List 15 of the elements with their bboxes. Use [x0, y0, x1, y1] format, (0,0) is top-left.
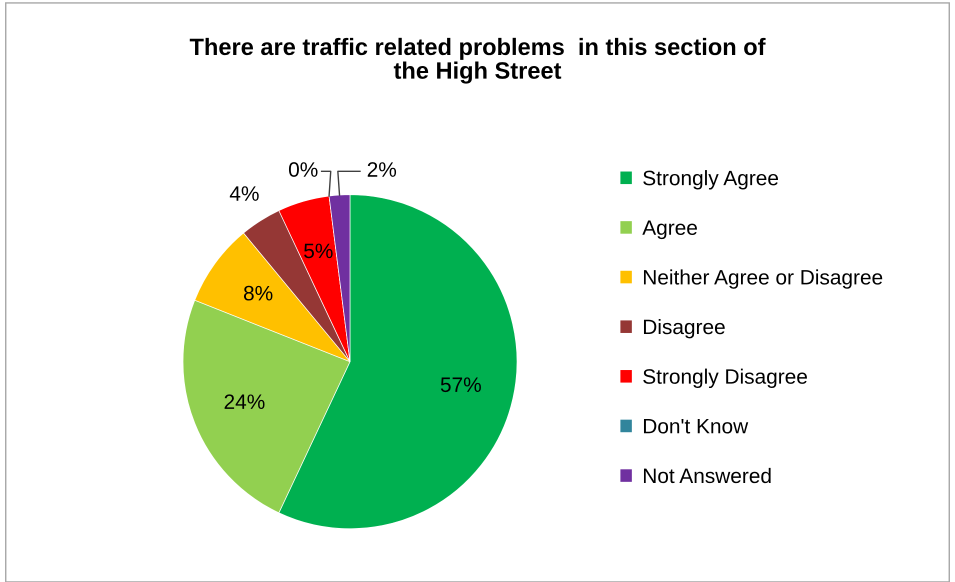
data-label: 2% [368, 162, 396, 177]
text: 0% [288, 162, 318, 177]
legend-label: Not Answered [644, 468, 771, 484]
chart-title: There are traffic related problems in this section of the High Street [190, 38, 766, 84]
data-label: 8% [244, 286, 272, 301]
legend-label: Strongly Agree [643, 170, 778, 190]
legend-label: Neither Agree or Disagree [644, 269, 882, 289]
legend-label: Strongly Disagree [643, 368, 807, 388]
data-label: 5% [304, 244, 333, 258]
legend-label: Don't Know [644, 418, 748, 434]
data-label: 24% [224, 394, 265, 410]
legend-label: Agree [642, 220, 697, 240]
data-label: 57% [440, 377, 481, 392]
legend-label: Disagree [644, 318, 725, 338]
data-label: 4% [230, 186, 259, 201]
